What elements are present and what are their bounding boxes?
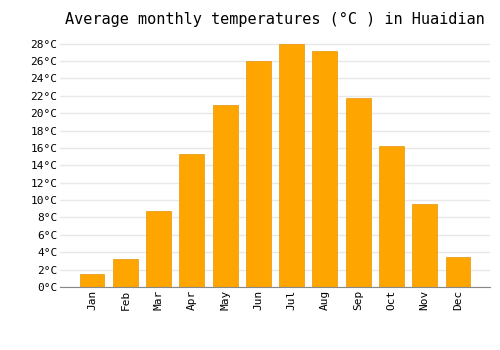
Bar: [279, 44, 304, 287]
Bar: [80, 274, 104, 287]
Bar: [379, 146, 404, 287]
Bar: [246, 61, 271, 287]
Bar: [346, 98, 370, 287]
Bar: [180, 154, 204, 287]
Bar: [446, 258, 470, 287]
Bar: [212, 105, 238, 287]
Title: Average monthly temperatures (°C ) in Huaidian: Average monthly temperatures (°C ) in Hu…: [65, 12, 485, 27]
Bar: [146, 211, 171, 287]
Bar: [312, 51, 338, 287]
Bar: [113, 259, 138, 287]
Bar: [412, 204, 437, 287]
